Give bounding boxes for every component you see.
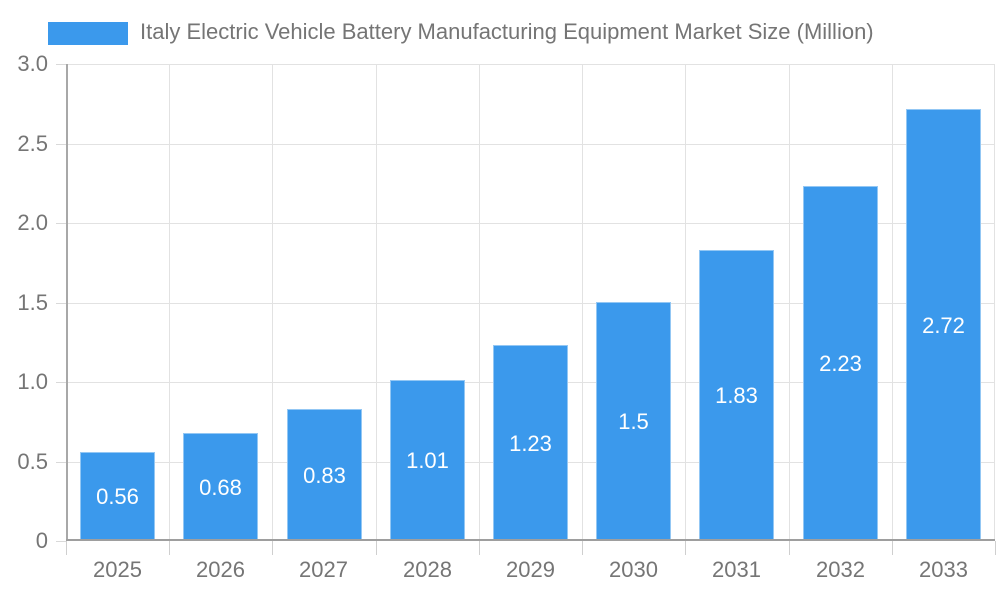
y-axis-tick bbox=[56, 382, 66, 383]
x-axis-tick bbox=[582, 541, 583, 555]
plot-area: 0.56 0.68 0.83 1.01 1.23 1.5 1.83 2.23 2.72 bbox=[66, 64, 995, 541]
bar-value-label: 0.83 bbox=[303, 462, 346, 488]
y-tick-label: 3.0 bbox=[17, 51, 48, 76]
y-tick-label: 1.5 bbox=[17, 290, 48, 315]
x-tick-label: 2028 bbox=[403, 557, 452, 582]
vertical-gridline bbox=[685, 64, 686, 541]
y-axis-tick bbox=[56, 144, 66, 145]
vertical-gridline bbox=[582, 64, 583, 541]
bar-value-label: 1.01 bbox=[406, 448, 449, 473]
vertical-gridline bbox=[376, 64, 377, 541]
bar-2032[interactable]: 2.23 bbox=[803, 186, 878, 541]
x-axis-tick bbox=[685, 541, 686, 555]
bar-2027[interactable]: 0.83 bbox=[287, 409, 362, 541]
bar-2028[interactable]: 1.01 bbox=[390, 380, 465, 541]
y-tick-label: 0.5 bbox=[17, 449, 48, 474]
bar-value-label: 1.23 bbox=[509, 430, 552, 456]
x-tick-label: 2029 bbox=[506, 557, 555, 582]
vertical-gridline bbox=[479, 64, 480, 541]
y-tick-label: 0 bbox=[35, 528, 48, 553]
x-tick-label: 2031 bbox=[712, 557, 761, 582]
bar-2025[interactable]: 0.56 bbox=[80, 452, 155, 541]
x-tick-label: 2033 bbox=[919, 557, 968, 582]
y-tick-label: 1.0 bbox=[17, 369, 48, 394]
bar-value-label: 1.83 bbox=[715, 383, 758, 408]
vertical-gridline bbox=[892, 64, 893, 541]
x-tick-label: 2026 bbox=[196, 557, 245, 582]
x-axis-tick bbox=[272, 541, 273, 555]
legend-swatch[interactable] bbox=[48, 22, 128, 45]
x-axis-tick bbox=[479, 541, 480, 555]
x-axis-line bbox=[66, 539, 995, 541]
y-axis-tick bbox=[56, 64, 66, 65]
bar-2033[interactable]: 2.72 bbox=[906, 109, 981, 541]
y-tick-label: 2.0 bbox=[17, 210, 48, 235]
vertical-gridline bbox=[994, 64, 995, 541]
bar-value-label: 1.5 bbox=[618, 409, 649, 434]
vertical-gridline bbox=[789, 64, 790, 541]
y-axis-tick bbox=[56, 462, 66, 463]
x-tick-label: 2025 bbox=[93, 557, 142, 582]
y-tick-label: 2.5 bbox=[17, 131, 48, 156]
bar-2026[interactable]: 0.68 bbox=[183, 433, 258, 541]
x-axis-tick bbox=[66, 541, 67, 555]
bar-value-label: 2.23 bbox=[819, 351, 862, 376]
horizontal-gridline bbox=[66, 223, 995, 224]
x-tick-label: 2032 bbox=[816, 557, 865, 582]
x-axis-tick bbox=[169, 541, 170, 555]
y-axis-line bbox=[66, 64, 68, 541]
x-tick-label: 2030 bbox=[609, 557, 658, 582]
horizontal-gridline bbox=[66, 64, 995, 65]
x-axis-tick bbox=[789, 541, 790, 555]
x-axis-tick bbox=[995, 541, 996, 555]
vertical-gridline bbox=[169, 64, 170, 541]
x-axis-tick bbox=[376, 541, 377, 555]
horizontal-gridline bbox=[66, 303, 995, 304]
y-axis-tick bbox=[56, 541, 66, 542]
bar-2030[interactable]: 1.5 bbox=[596, 302, 671, 541]
horizontal-gridline bbox=[66, 144, 995, 145]
vertical-gridline bbox=[272, 64, 273, 541]
y-axis-tick bbox=[56, 303, 66, 304]
bar-value-label: 2.72 bbox=[922, 312, 965, 338]
x-axis-tick bbox=[892, 541, 893, 555]
bar-2031[interactable]: 1.83 bbox=[699, 250, 774, 541]
bar-value-label: 0.56 bbox=[96, 484, 139, 509]
bar-2029[interactable]: 1.23 bbox=[493, 345, 568, 541]
legend-series-label[interactable]: Italy Electric Vehicle Battery Manufactu… bbox=[140, 19, 874, 44]
bar-value-label: 0.68 bbox=[199, 474, 242, 500]
x-tick-label: 2027 bbox=[299, 557, 348, 582]
y-axis-tick bbox=[56, 223, 66, 224]
